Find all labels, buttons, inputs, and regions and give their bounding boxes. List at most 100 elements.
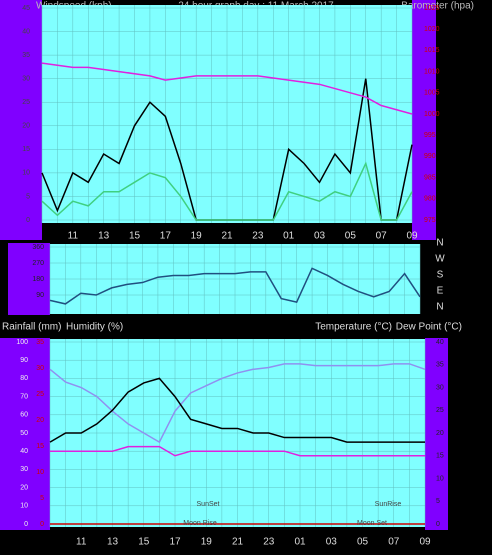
tick-label: 0 <box>24 521 28 528</box>
tick-label: 985 <box>424 174 436 181</box>
direction-label: N <box>436 238 443 249</box>
tick-label: 1020 <box>424 26 440 33</box>
x-tick-label: 05 <box>345 231 357 242</box>
direction-label: S <box>437 270 444 281</box>
tick-label: 980 <box>424 196 436 203</box>
direction-label: W <box>435 254 445 265</box>
tick-label: 80 <box>20 375 28 382</box>
x-tick-label: 01 <box>294 537 306 548</box>
tick-label: 1000 <box>424 111 440 118</box>
annotation: SunSet <box>197 501 220 508</box>
tick-label: 10 <box>36 469 44 476</box>
tick-label: 0 <box>26 217 30 224</box>
tick-label: 10 <box>436 475 444 482</box>
x-tick-label: 13 <box>107 537 119 548</box>
tick-label: 40 <box>22 28 30 35</box>
x-tick-label: 19 <box>201 537 213 548</box>
tick-label: 90 <box>36 292 44 299</box>
annotation: SunRise <box>375 501 402 508</box>
tick-label: 90 <box>20 357 28 364</box>
y2-axis-title: Temperature (°C) <box>315 322 392 333</box>
x-tick-label: 11 <box>68 231 79 242</box>
annotation: Moon Rise <box>183 520 217 527</box>
tick-label: 180 <box>32 276 44 283</box>
tick-label: 25 <box>22 99 30 106</box>
tick-label: 30 <box>436 384 444 391</box>
x-tick-label: 21 <box>232 537 244 548</box>
x-tick-label: 17 <box>160 231 172 242</box>
tick-label: 995 <box>424 132 436 139</box>
direction-label: N <box>436 302 443 313</box>
x-tick-label: 17 <box>169 537 181 548</box>
tick-label: 30 <box>20 466 28 473</box>
tick-label: 5 <box>26 193 30 200</box>
right-panel <box>425 338 448 530</box>
tick-label: 15 <box>436 453 444 460</box>
tick-label: 360 <box>32 244 44 251</box>
tick-label: 30 <box>22 76 30 83</box>
tick-label: 45 <box>22 5 30 12</box>
tick-label: 25 <box>36 391 44 398</box>
y3-axis-title: Rainfall (mm) <box>2 322 61 333</box>
tick-label: 25 <box>436 407 444 414</box>
x-tick-label: 13 <box>98 231 110 242</box>
x-tick-label: 23 <box>263 537 275 548</box>
x-tick-label: 21 <box>221 231 233 242</box>
x-tick-label: 01 <box>283 231 295 242</box>
left-panel <box>0 0 42 240</box>
tick-label: 975 <box>424 217 436 224</box>
tick-label: 10 <box>22 170 30 177</box>
series-line <box>41 161 413 221</box>
tick-label: 50 <box>20 430 28 437</box>
annotation: Moon Set <box>357 520 387 527</box>
x-tick-label: 05 <box>357 537 369 548</box>
x-tick-label: 19 <box>191 231 203 242</box>
x-tick-label: 07 <box>388 537 400 548</box>
tick-label: 35 <box>36 339 44 346</box>
x-tick-label: 07 <box>376 231 388 242</box>
tick-label: 1005 <box>424 90 440 97</box>
tick-label: 270 <box>32 260 44 267</box>
tick-label: 0 <box>436 521 440 528</box>
x-tick-label: 11 <box>76 537 87 548</box>
right-panel <box>412 0 436 240</box>
x-tick-label: 15 <box>138 537 150 548</box>
y2-axis-title: Dew Point (°C) <box>396 322 462 333</box>
y2-axis-title: Barometer (hpa) <box>401 1 474 12</box>
series-line <box>41 62 413 115</box>
tick-label: 60 <box>20 412 28 419</box>
tick-label: 40 <box>20 448 28 455</box>
y-axis-title: Humidity (%) <box>66 322 123 333</box>
tick-label: 15 <box>36 443 44 450</box>
tick-label: 5 <box>436 498 440 505</box>
direction-label: E <box>437 286 444 297</box>
tick-label: 70 <box>20 393 28 400</box>
x-tick-label: 03 <box>326 537 338 548</box>
tick-label: 0 <box>40 521 44 528</box>
x-tick-label: 03 <box>314 231 326 242</box>
left-panel <box>0 338 50 530</box>
series-line <box>50 445 425 457</box>
tick-label: 20 <box>22 123 30 130</box>
tick-label: 20 <box>20 484 28 491</box>
tick-label: 20 <box>36 417 44 424</box>
left-panel <box>8 243 50 315</box>
tick-label: 40 <box>436 339 444 346</box>
x-tick-label: 09 <box>406 231 418 242</box>
tick-label: 1025 <box>424 5 440 12</box>
tick-label: 35 <box>22 52 30 59</box>
tick-label: 15 <box>22 146 30 153</box>
tick-label: 100 <box>16 339 28 346</box>
series-line <box>49 377 425 443</box>
tick-label: 990 <box>424 153 436 160</box>
tick-label: 5 <box>40 495 44 502</box>
x-tick-label: 23 <box>252 231 264 242</box>
x-tick-label: 15 <box>129 231 141 242</box>
series-line <box>49 267 421 305</box>
tick-label: 30 <box>36 365 44 372</box>
x-tick-label: 09 <box>419 537 431 548</box>
tick-label: 1010 <box>424 68 440 75</box>
tick-label: 1015 <box>424 47 440 54</box>
tick-label: 10 <box>20 503 28 510</box>
